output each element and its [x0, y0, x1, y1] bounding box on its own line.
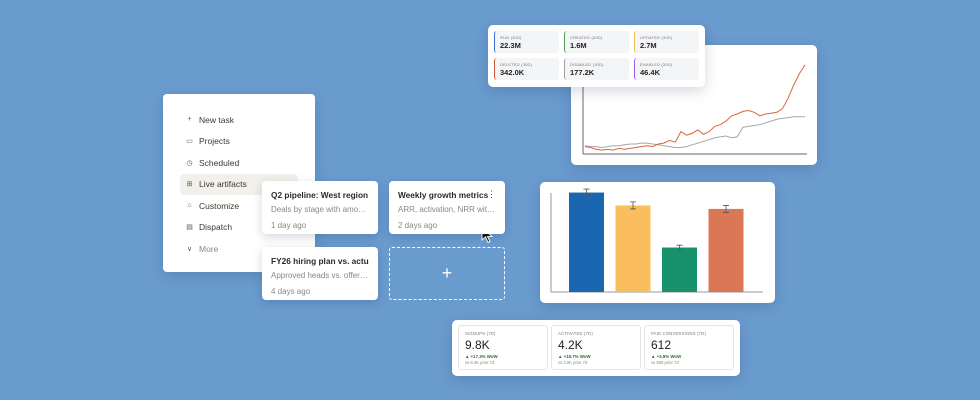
stat-tile: RUN (30D) 22.3M [494, 31, 559, 53]
kpi-prior: vs 589 prior 7d [651, 360, 679, 365]
stat-value: 22.3M [500, 41, 521, 50]
sidebar-item-customize[interactable]: ⌂ Customize [180, 195, 298, 216]
artifact-description: ARR, activation, NRR with trends [398, 205, 496, 214]
bar [662, 247, 697, 292]
artifact-title: Weekly growth metrics [398, 190, 489, 200]
kpi-label: SIGNUPS (7D) [465, 331, 496, 336]
kpi-tile: PAID CONVERSIONS (7D) 612 ▲ +3.9% WoW vs 58… [644, 325, 734, 370]
sidebar-item-label: More [199, 243, 219, 254]
sidebar-item-label: Customize [199, 200, 240, 211]
error-bar [676, 244, 683, 251]
kpi-change: ▲ +15.7% WoW [558, 354, 591, 359]
kpi-value: 9.8K [465, 338, 490, 352]
artifact-description: Deals by stage with amount and owner [271, 205, 369, 214]
stat-value: 1.6M [570, 41, 587, 50]
line-series [584, 116, 805, 149]
grid-icon: ⊞ [186, 181, 193, 188]
stat-tile: CREATED (30D) 1.6M [564, 31, 629, 53]
kpi-prior: vs 3.6K prior 7d [558, 360, 588, 365]
chevron-down-icon: ∨ [186, 245, 193, 253]
bar [708, 208, 744, 292]
sidebar-item-label: Dispatch [199, 222, 233, 232]
clock-icon: ◷ [186, 159, 193, 167]
stat-label: DISABLED (30D) [570, 62, 604, 67]
error-bar [723, 205, 729, 213]
kpi-label: PAID CONVERSIONS (7D) [651, 331, 707, 336]
bar-chart [550, 188, 763, 293]
sidebar-item-label: New task [199, 114, 234, 125]
kpi-value: 4.2K [558, 338, 583, 352]
kpi-change: ▲ +3.9% WoW [651, 354, 682, 359]
artifact-title: FY26 hiring plan vs. actuals [271, 256, 369, 266]
kpi-change: ▲ +17.3% WoW [465, 354, 498, 359]
stat-value: 2.7M [640, 41, 657, 50]
stats-panel: RUN (30D) 22.3M CREATED (30D) 1.6M UPDATED (… [488, 25, 705, 87]
plus-icon: + [187, 116, 192, 123]
bar [569, 192, 604, 292]
stat-tile: ENABLED (30D) 46.4K [634, 58, 699, 80]
briefcase-icon: ⌂ [187, 202, 192, 209]
kpi-value: 612 [651, 338, 672, 352]
kpi-tile: SIGNUPS (7D) 9.8K ▲ +17.3% WoW vs 8.4K prio… [458, 325, 548, 370]
more-options-icon[interactable]: ⋮ [487, 189, 496, 199]
kpi-prior: vs 8.4K prior 7d [465, 360, 495, 365]
add-artifact-button[interactable]: + [389, 247, 505, 300]
stat-tile: UPDATED (30D) 2.7M [634, 31, 699, 53]
error-bar [583, 188, 590, 197]
artifact-card[interactable]: FY26 hiring plan vs. actuals Approved hea… [262, 247, 378, 300]
bar [615, 205, 651, 292]
stat-label: CREATED (30D) [570, 35, 603, 40]
sidebar-item-label: Live artifacts [199, 179, 247, 189]
artifact-card[interactable]: Q2 pipeline: West region Deals by stage w… [262, 181, 378, 234]
stat-value: 46.4K [640, 68, 661, 77]
dispatch-icon: ▤ [186, 224, 193, 231]
artifact-age: 2 days ago [398, 221, 438, 230]
stat-label: DELETED (30D) [500, 62, 533, 67]
bar-chart-card [540, 182, 775, 303]
kpi-tile: ACTIVATED (7D) 4.2K ▲ +15.7% WoW vs 3.6K pr… [551, 325, 641, 370]
sidebar-item-projects[interactable]: ▭ Projects [180, 131, 298, 152]
sidebar-item-scheduled[interactable]: ◷ Scheduled [180, 152, 298, 173]
kpi-panel: SIGNUPS (7D) 9.8K ▲ +17.3% WoW vs 8.4K prio… [452, 320, 740, 376]
sidebar-item-label: Projects [199, 136, 230, 146]
sidebar-item-more[interactable]: ∨ More [180, 238, 298, 259]
stat-label: UPDATED (30D) [640, 35, 673, 40]
stat-tile: DISABLED (30D) 177.2K [564, 58, 629, 80]
artifact-card[interactable]: Weekly growth metrics ARR, activation, NR… [389, 181, 505, 234]
artifact-age: 4 days ago [271, 287, 311, 296]
stat-tile: DELETED (30D) 342.0K [494, 58, 559, 80]
line-series [584, 64, 806, 151]
sidebar-item-new-task[interactable]: + New task [180, 109, 298, 130]
stat-label: RUN (30D) [500, 35, 522, 40]
artifact-title: Q2 pipeline: West region [271, 190, 369, 200]
stat-value: 177.2K [570, 68, 595, 77]
artifact-age: 1 day ago [271, 221, 307, 230]
kpi-label: ACTIVATED (7D) [558, 331, 593, 336]
plus-icon: + [441, 263, 453, 283]
sidebar-item-dispatch[interactable]: ▤ Dispatch [180, 217, 298, 238]
stat-label: ENABLED (30D) [640, 62, 673, 67]
line-chart [582, 64, 807, 155]
artifact-description: Approved heads vs. offers accepted [271, 271, 369, 280]
folder-icon: ▭ [186, 138, 193, 145]
error-bar [630, 201, 636, 210]
sidebar-item-label: Scheduled [199, 157, 240, 168]
stat-value: 342.0K [500, 68, 525, 77]
